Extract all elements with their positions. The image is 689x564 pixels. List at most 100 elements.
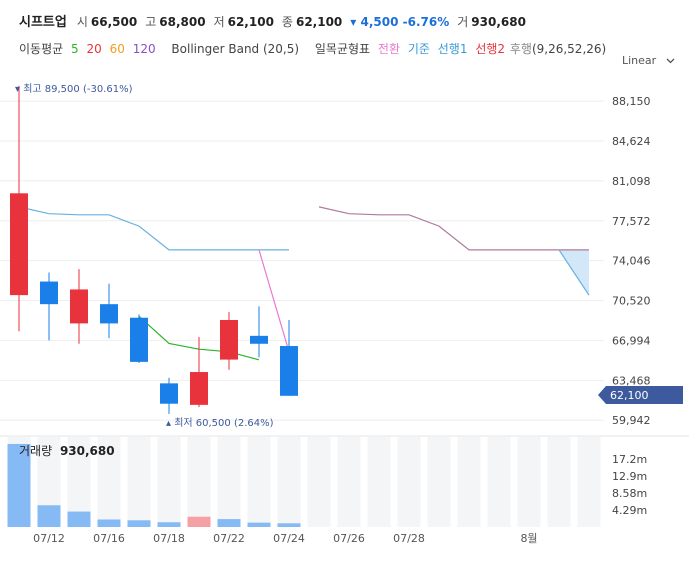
date-tick-label: 07/22 xyxy=(213,532,245,545)
volume-bar xyxy=(127,520,151,527)
volume-title-value: 930,680 xyxy=(60,444,115,458)
candle-body xyxy=(220,320,238,360)
volume-slot xyxy=(127,437,151,527)
ma60-label[interactable]: 60 xyxy=(109,42,125,56)
volume-bar xyxy=(187,516,211,527)
volume-slot xyxy=(7,437,31,527)
ichimoku-params: (9,26,52,26) xyxy=(531,42,607,56)
volume-slot xyxy=(67,437,91,527)
volume-slot xyxy=(367,437,391,527)
price-tick-label: 84,624 xyxy=(612,135,651,148)
candles xyxy=(10,85,298,414)
volume-bar xyxy=(97,519,121,527)
tenkan-label[interactable]: 전환 xyxy=(377,42,401,56)
volume-slots xyxy=(7,437,601,527)
price-tick-label: 59,942 xyxy=(612,414,651,427)
volume-bar xyxy=(67,511,91,527)
candle xyxy=(10,85,28,332)
volume-bar xyxy=(217,519,241,527)
span2-label[interactable]: 선행2 xyxy=(475,42,506,56)
candle-body xyxy=(70,289,88,324)
volume-slot xyxy=(277,437,301,527)
volume-slot xyxy=(517,437,541,527)
indicator-lines xyxy=(18,206,590,361)
volume-label: 거 xyxy=(457,15,469,29)
tenkan-line xyxy=(258,249,290,352)
volume-slot xyxy=(247,437,271,527)
candle xyxy=(130,314,148,363)
price-axis: 88,150 84,624 81,098 77,572 74,046 70,520 66,9… xyxy=(612,95,651,427)
volume-tick-label: 8.58m xyxy=(612,487,647,500)
candle xyxy=(40,272,58,341)
candle-body xyxy=(250,335,268,344)
volume-slot xyxy=(97,437,121,527)
chikou-label[interactable]: 후행 xyxy=(509,42,532,56)
ma5-label[interactable]: 5 xyxy=(71,42,79,56)
close-value: 62,100 xyxy=(295,15,343,29)
grid-lines xyxy=(0,100,689,437)
date-tick-label: 07/12 xyxy=(33,532,65,545)
volume-bar xyxy=(37,505,61,527)
date-tick-label: 07/28 xyxy=(393,532,425,545)
price-tick-label: 81,098 xyxy=(612,175,651,188)
chevron-down-icon xyxy=(666,54,675,67)
volume-slot xyxy=(337,437,361,527)
volume-bar xyxy=(277,523,301,527)
volume-slot xyxy=(547,437,571,527)
low-label: 저 xyxy=(213,15,225,29)
close-label: 종 xyxy=(281,15,293,29)
price-change: ▾ 4,500 -6.76% xyxy=(350,15,450,29)
candle-body xyxy=(280,346,298,396)
price-tick-label: 77,572 xyxy=(612,215,651,228)
volume-slot xyxy=(577,437,601,527)
high-annotation: ▾ 최고 89,500 (-30.61%) xyxy=(15,83,133,95)
ichimoku-cloud xyxy=(559,249,589,296)
candle xyxy=(250,306,268,358)
low-value: 62,100 xyxy=(227,15,274,29)
kijun-label[interactable]: 기준 xyxy=(407,42,430,56)
date-tick-label: 07/18 xyxy=(153,532,185,545)
volume-value: 930,680 xyxy=(471,15,526,29)
price-tick-label: 66,994 xyxy=(612,334,651,347)
volume-title: 거래량 930,680 xyxy=(19,444,115,458)
ma20-label[interactable]: 20 xyxy=(86,42,102,56)
volume-slot xyxy=(217,437,241,527)
candle xyxy=(190,336,208,408)
bollinger-label[interactable]: Bollinger Band (20,5) xyxy=(171,42,300,56)
volume-bars xyxy=(7,443,301,527)
volume-slot xyxy=(397,437,421,527)
stock-name: 시프트업 xyxy=(19,15,67,30)
candle-body xyxy=(190,372,208,405)
volume-slot xyxy=(37,437,61,527)
candle-body xyxy=(130,317,148,362)
open-value: 66,500 xyxy=(90,15,138,29)
candle xyxy=(280,320,298,396)
date-tick-label: 07/26 xyxy=(333,532,365,545)
price-tick-label: 74,046 xyxy=(612,255,651,268)
date-tick-label: 07/24 xyxy=(273,532,305,545)
volume-slot xyxy=(307,437,331,527)
indicator-legend: 이동평균 5 20 60 120 Bollinger Band (20,5) 일… xyxy=(19,40,610,57)
price-tick-label: 70,520 xyxy=(612,295,651,308)
volume-axis: 17.2m 12.9m 8.58m 4.29m xyxy=(612,453,647,517)
date-tick-label: 07/16 xyxy=(93,532,125,545)
ma-label[interactable]: 이동평균 xyxy=(19,42,64,56)
span1-label[interactable]: 선행1 xyxy=(437,42,468,56)
volume-bar xyxy=(7,443,31,527)
candle xyxy=(100,283,118,339)
candle-body xyxy=(10,193,28,296)
date-axis: 07/12 07/16 07/18 07/22 07/24 07/26 07/28 8월 xyxy=(33,532,537,545)
candle-body xyxy=(40,281,58,305)
ichimoku-label[interactable]: 일목균형표 xyxy=(314,42,371,56)
volume-slot xyxy=(157,437,181,527)
high-label: 고 xyxy=(145,15,157,29)
volume-bar xyxy=(247,522,271,527)
price-tag-shape xyxy=(598,386,683,404)
candle-body xyxy=(160,383,178,404)
ma120-label[interactable]: 120 xyxy=(132,42,156,56)
scale-mode-dropdown[interactable]: Linear xyxy=(622,54,675,67)
price-tick-label: 88,150 xyxy=(612,95,651,108)
candle xyxy=(220,312,238,370)
volume-slot xyxy=(427,437,451,527)
